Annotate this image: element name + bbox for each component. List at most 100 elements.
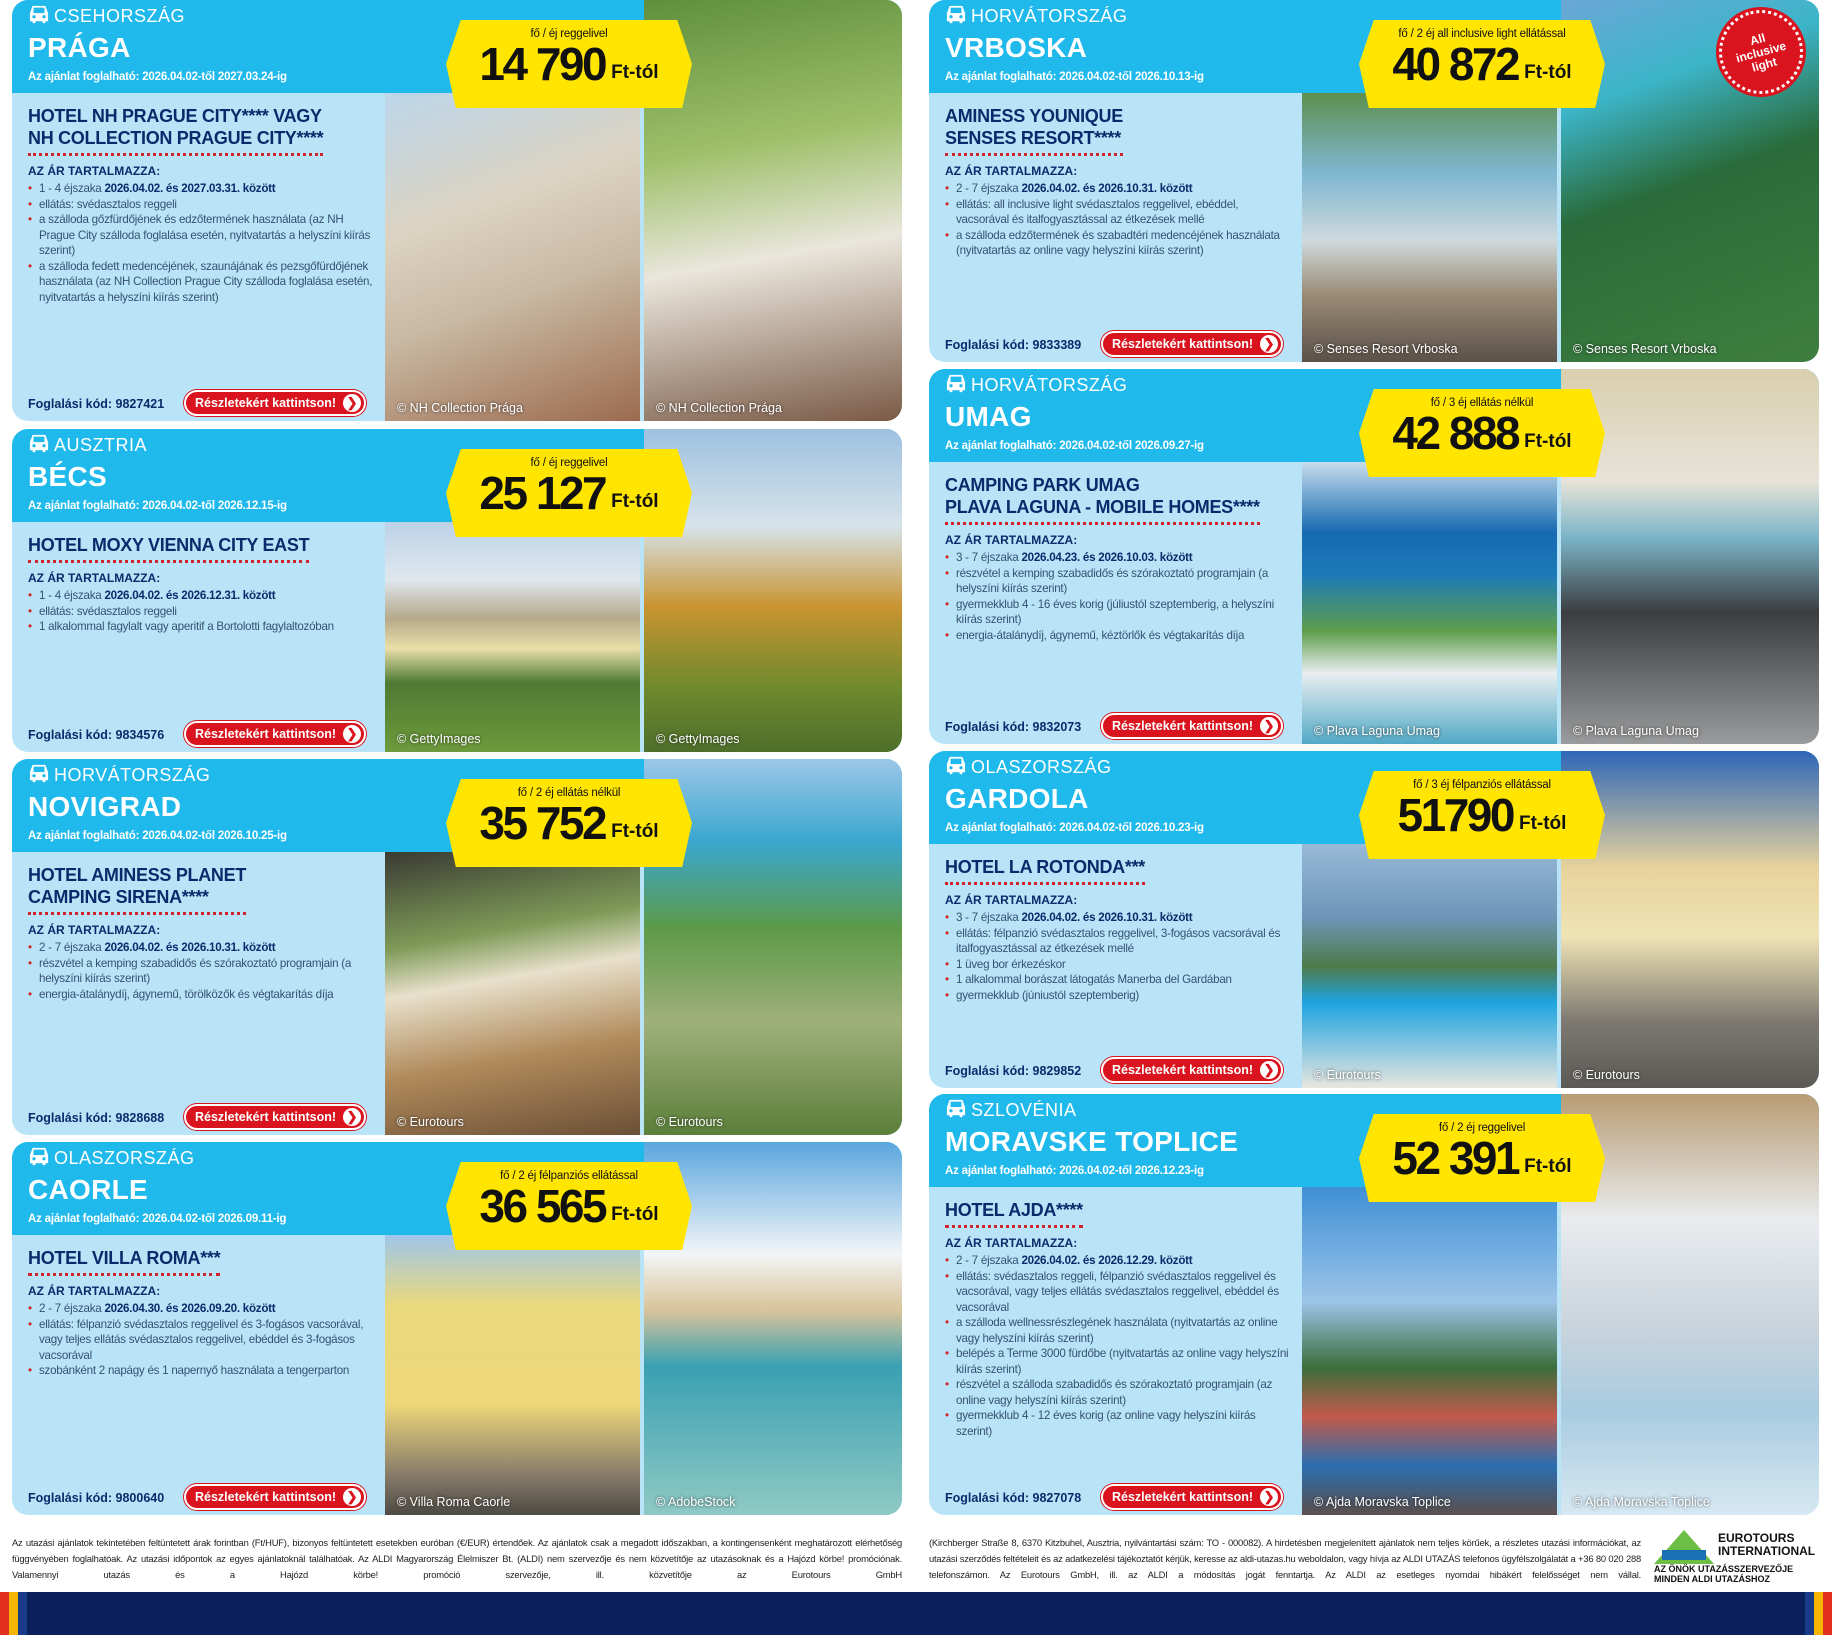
details-button[interactable]: Részletekért kattintson! ❯: [184, 1104, 367, 1130]
car-icon: [28, 433, 50, 458]
brand-stripe: [18, 1592, 27, 1635]
included-item: 2 - 7 éjszaka 2026.04.02. és 2026.10.31.…: [28, 940, 373, 956]
country-label: HORVÁTORSZÁG: [945, 373, 1127, 398]
included-item: részvétel a kemping szabadidős és szórak…: [945, 566, 1290, 597]
price-suffix: Ft-tól: [611, 1204, 659, 1225]
price-badge: fő / éj reggelivel 25 127 Ft-tól: [446, 449, 692, 537]
destination-photo: © Ajda Moravska Toplice: [1302, 1187, 1557, 1515]
included-item-dates: 2026.04.30. és 2026.09.20. között: [104, 1302, 276, 1315]
photo-credit: © NH Collection Prága: [656, 401, 782, 415]
details-button[interactable]: Részletekért kattintson! ❯: [1101, 1484, 1284, 1510]
booking-period: Az ajánlat foglalható: 2026.04.02-től 20…: [28, 1213, 287, 1225]
hotel-name-line: PLAVA LAGUNA - MOBILE HOMES****: [945, 497, 1260, 517]
booking-period: Az ajánlat foglalható: 2026.04.02-től 20…: [945, 71, 1204, 83]
hotel-name-line: NH COLLECTION PRAGUE CITY****: [28, 128, 324, 148]
details-button[interactable]: Részletekért kattintson! ❯: [184, 390, 367, 416]
booking-code-value: 9828688: [115, 1111, 165, 1125]
included-item: gyermekklub 4 - 12 éves korig (az online…: [945, 1408, 1290, 1439]
price-value: 14 790: [479, 38, 607, 90]
tagline-line: MINDEN ALDI UTAZÁSHOZ: [1654, 1574, 1770, 1584]
included-item: 2 - 7 éjszaka 2026.04.02. és 2026.10.31.…: [945, 181, 1290, 197]
details-button-label: Részletekért kattintson!: [195, 727, 337, 741]
logo-tagline: AZ ÖNÖK UTAZÁSSZERVEZŐJE MINDEN ALDI UTAZ…: [1654, 1564, 1793, 1584]
details-button[interactable]: Részletekért kattintson! ❯: [184, 721, 367, 747]
includes-heading: AZ ÁR TARTALMAZZA:: [945, 893, 1078, 907]
photo-credit: © NH Collection Prága: [397, 401, 523, 415]
booking-period: Az ajánlat foglalható: 2026.04.02-től 20…: [945, 1165, 1204, 1177]
brand-stripe: [1805, 1592, 1814, 1635]
logo-line: EUROTOURS: [1718, 1531, 1795, 1545]
destination-title: GARDOLA: [945, 783, 1089, 814]
price-value: 36 565: [479, 1180, 607, 1232]
included-item: 2 - 7 éjszaka 2026.04.30. és 2026.09.20.…: [28, 1301, 373, 1317]
country-name: HORVÁTORSZÁG: [971, 375, 1128, 395]
included-item-text: 2 - 7 éjszaka: [39, 941, 105, 954]
details-button-label: Részletekért kattintson!: [1112, 337, 1254, 351]
included-item-dates: 2026.04.02. és 2026.12.31. között: [104, 589, 276, 602]
booking-period: Az ajánlat foglalható: 2026.04.02-től 20…: [28, 71, 287, 83]
photo-credit: © Senses Resort Vrboska: [1573, 342, 1717, 356]
hotel-name-line: HOTEL NH PRAGUE CITY**** VAGY: [28, 106, 322, 126]
price-badge: fő / 2 éj reggelivel 52 391 Ft-tól: [1359, 1114, 1605, 1202]
details-button[interactable]: Részletekért kattintson! ❯: [1101, 331, 1284, 357]
included-item-dates: 2026.04.02. és 2026.10.31. között: [104, 941, 276, 954]
photo-credit: © Eurotours: [397, 1115, 464, 1129]
details-button-label: Részletekért kattintson!: [195, 1490, 337, 1504]
details-button-label: Részletekért kattintson!: [1112, 1490, 1254, 1504]
booking-period: Az ajánlat foglalható: 2026.04.02-től 20…: [945, 440, 1204, 452]
country-label: OLASZORSZÁG: [945, 755, 1112, 780]
included-item-text: 3 - 7 éjszaka: [956, 911, 1022, 924]
price-value: 52 391: [1392, 1132, 1520, 1184]
included-item-text: részvétel a szálloda szabadidős és szóra…: [956, 1378, 1273, 1407]
destination-photo: © Senses Resort Vrboska: [1302, 93, 1557, 362]
included-item: 3 - 7 éjszaka 2026.04.02. és 2026.10.31.…: [945, 910, 1290, 926]
bottom-brand-bar: [0, 1592, 1832, 1635]
price-basis: fő / 2 éj reggelivel: [1438, 1122, 1526, 1134]
details-button[interactable]: Részletekért kattintson! ❯: [1101, 713, 1284, 739]
price-value: 25 127: [479, 467, 607, 519]
included-item: ellátás: svédasztalos reggeli, félpanzió…: [945, 1269, 1290, 1316]
hotel-name: HOTEL VILLA ROMA***: [28, 1247, 221, 1276]
included-item: 1 alkalommal borászat látogatás Manerba …: [945, 972, 1290, 988]
booking-code: Foglalási kód: 9827078: [945, 1491, 1081, 1505]
included-item-text: a szálloda edzőtermének és szabadtéri me…: [956, 228, 1280, 258]
included-item: 1 - 4 éjszaka 2026.04.02. és 2027.03.31.…: [28, 181, 373, 197]
included-item-dates: 2026.04.02. és 2027.03.31. között: [104, 182, 276, 195]
details-button[interactable]: Részletekért kattintson! ❯: [184, 1484, 367, 1510]
included-item-text: ellátás: svédasztalos reggeli, félpanzió…: [956, 1269, 1279, 1314]
offer-details: HOTEL NH PRAGUE CITY**** VAGY NH COLLECTI…: [12, 93, 383, 421]
price-suffix: Ft-tól: [611, 62, 659, 83]
offer-card: SZLOVÉNIA MORAVSKE TOPLICE Az ajánlat fogl…: [929, 1094, 1819, 1515]
car-icon: [28, 4, 50, 29]
offer-details: AMINESS YOUNIQUE SENSES RESORT**** AZ ÁR T…: [929, 93, 1300, 362]
country-label: OLASZORSZÁG: [28, 1146, 195, 1171]
booking-code-label: Foglalási kód:: [28, 1491, 113, 1505]
price-suffix: Ft-tól: [1524, 1156, 1572, 1177]
chevron-right-circle-icon: ❯: [343, 1488, 362, 1506]
included-item-text: 1 - 4 éjszaka: [39, 182, 105, 195]
destination-photo: © Eurotours: [1302, 844, 1557, 1088]
details-button-label: Részletekért kattintson!: [195, 1110, 337, 1124]
price-suffix: Ft-tól: [1518, 813, 1567, 834]
photo-credit: © Eurotours: [656, 1115, 723, 1129]
hotel-name: HOTEL AJDA****: [945, 1199, 1083, 1228]
brand-stripe: [9, 1592, 18, 1635]
included-item-text: 2 - 7 éjszaka: [39, 1302, 105, 1315]
included-item-text: 2 - 7 éjszaka: [956, 182, 1022, 195]
booking-code-label: Foglalási kód:: [28, 1111, 113, 1125]
hotel-name: HOTEL LA ROTONDA***: [945, 856, 1145, 885]
car-icon: [28, 763, 50, 788]
booking-code-value: 9829852: [1032, 1064, 1082, 1078]
car-icon: [945, 1098, 967, 1123]
destination-photo: © Ajda Moravska Toplice: [1561, 1094, 1819, 1515]
offer-card: OLASZORSZÁG GARDOLA Az ajánlat foglalható:…: [929, 751, 1819, 1088]
booking-code-label: Foglalási kód:: [945, 338, 1030, 352]
details-button[interactable]: Részletekért kattintson! ❯: [1101, 1057, 1284, 1083]
brand-stripe: [1823, 1592, 1832, 1635]
price-value: 51790: [1397, 789, 1516, 841]
booking-code-value: 9827078: [1032, 1491, 1082, 1505]
price-badge: fő / 3 éj ellátás nélkül 42 888 Ft-tól: [1359, 389, 1605, 477]
photo-credit: © AdobeStock: [656, 1495, 736, 1509]
price-basis: fő / 2 éj félpanziós ellátással: [500, 1170, 638, 1182]
price-suffix: Ft-tól: [1524, 431, 1572, 452]
